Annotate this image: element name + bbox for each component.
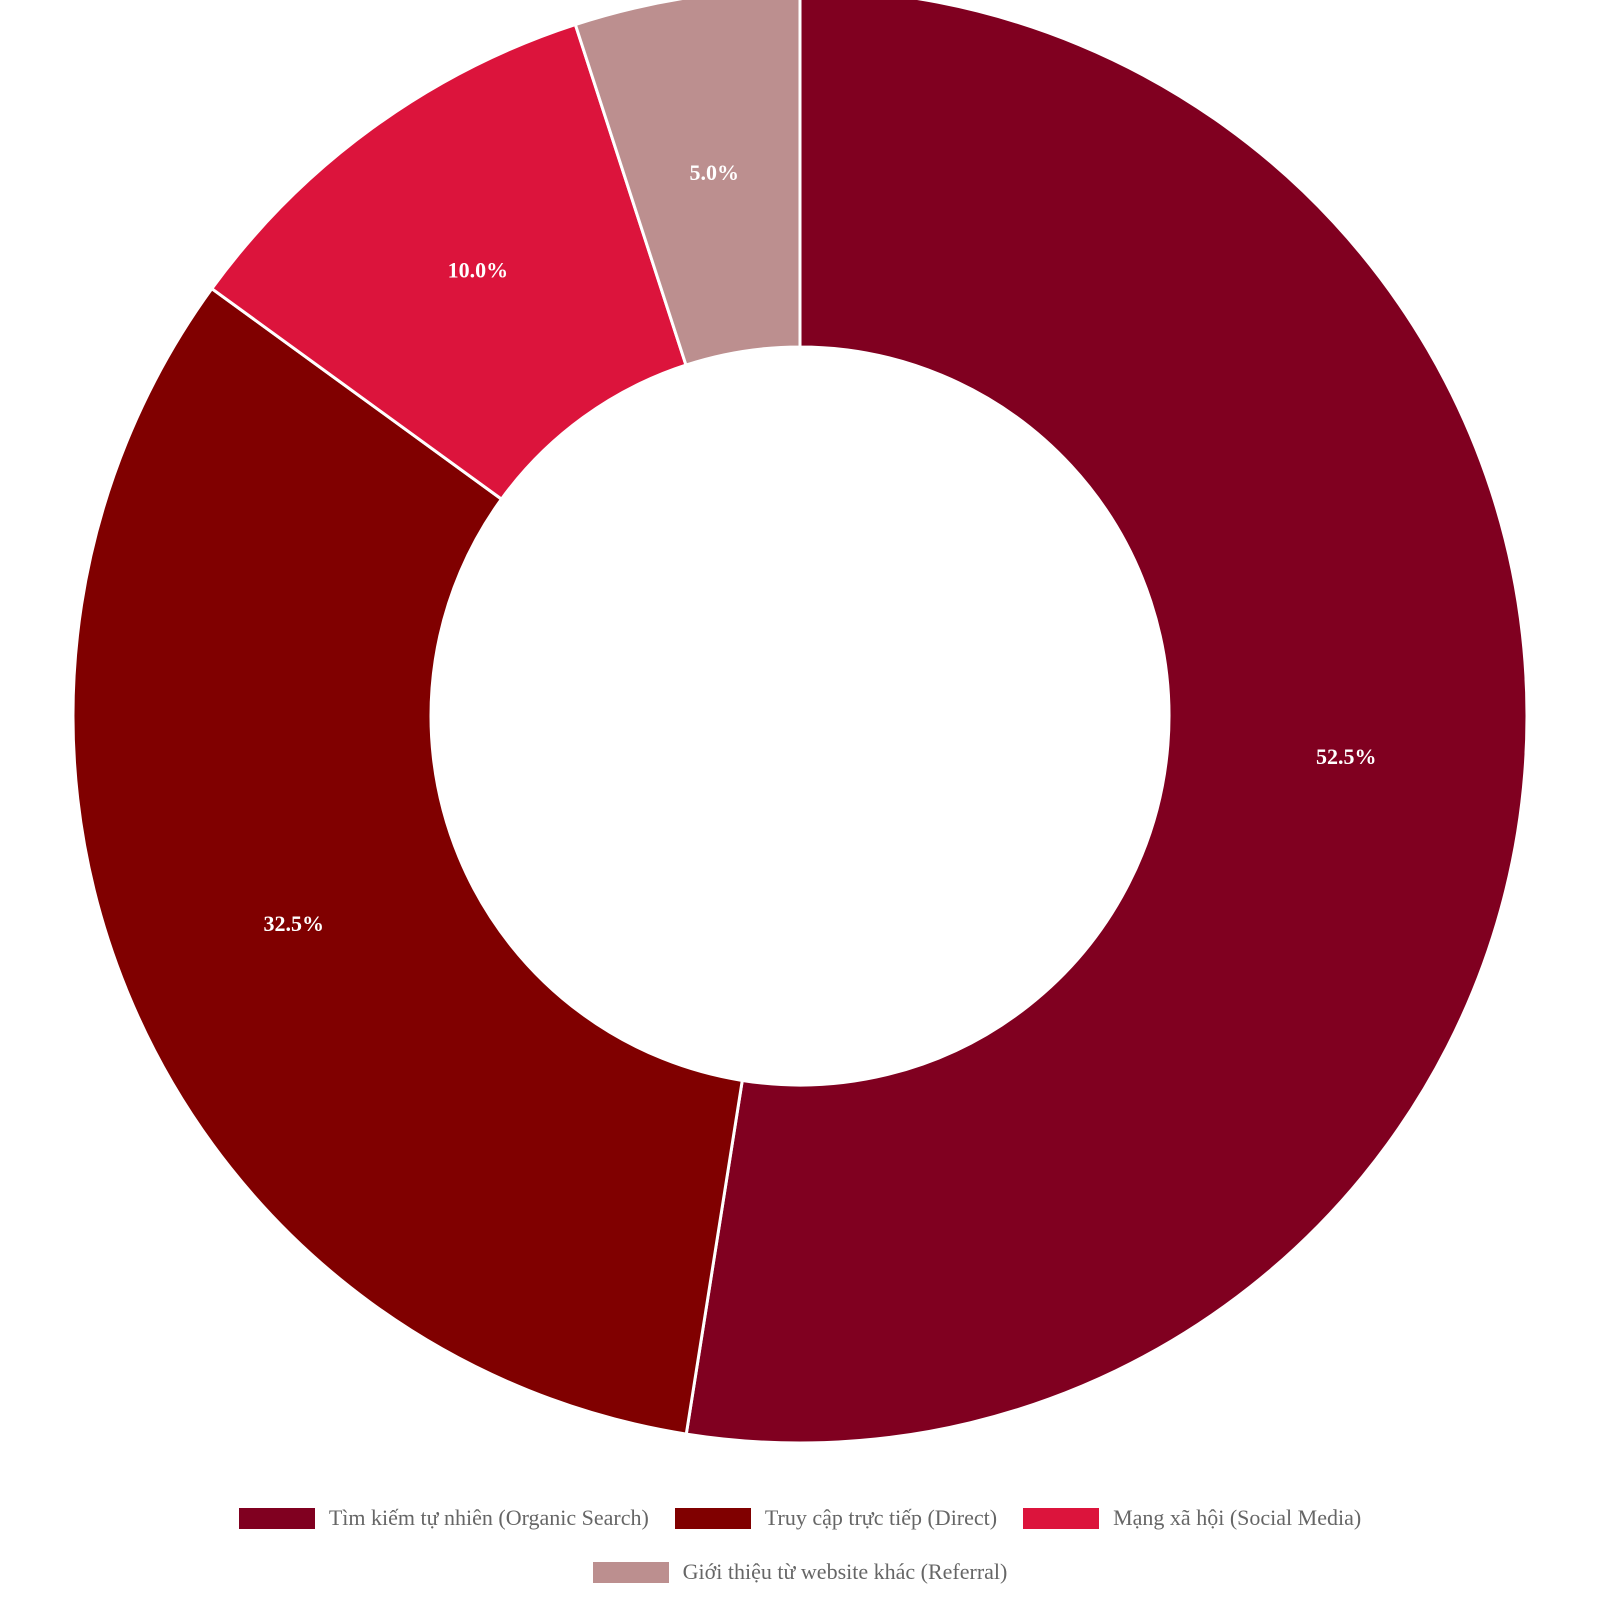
slice-2 (71, 286, 744, 1436)
data-label-2: 32.5% (263, 911, 324, 936)
chart-data-labels: 52.5% 32.5% 10.0% 5.0% (263, 160, 1376, 936)
legend-item-2: Truy cập trực tiếp (Direct) (674, 1503, 998, 1533)
legend-swatch-3 (1023, 1507, 1100, 1529)
legend-label-4: Giới thiệu từ website khác (Referral) (682, 1559, 1008, 1584)
legend-label-2: Truy cập trực tiếp (Direct) (764, 1505, 998, 1530)
slice-4 (573, 0, 802, 367)
legend-swatch-4 (592, 1561, 669, 1583)
legend-item-1: Tìm kiếm tự nhiên (Organic Search) (238, 1503, 649, 1533)
legend-swatch-1 (238, 1507, 315, 1529)
data-label-3: 10.0% (448, 258, 509, 283)
data-label-1: 52.5% (1316, 744, 1377, 769)
legend-item-4: Giới thiệu từ website khác (Referral) (592, 1557, 1008, 1587)
chart-legend: Tìm kiếm tự nhiên (Organic Search) Truy c… (0, 1503, 1600, 1587)
legend-label-3: Mạng xã hội (Social Media) (1113, 1505, 1362, 1530)
slice-3 (209, 22, 688, 502)
data-label-4: 5.0% (690, 160, 740, 185)
chart-slices (71, 0, 1529, 1445)
legend-label-1: Tìm kiếm tự nhiên (Organic Search) (328, 1505, 649, 1530)
legend-item-3: Mạng xã hội (Social Media) (1023, 1503, 1361, 1533)
slice-1 (684, 0, 1529, 1445)
legend-swatch-2 (674, 1507, 751, 1529)
